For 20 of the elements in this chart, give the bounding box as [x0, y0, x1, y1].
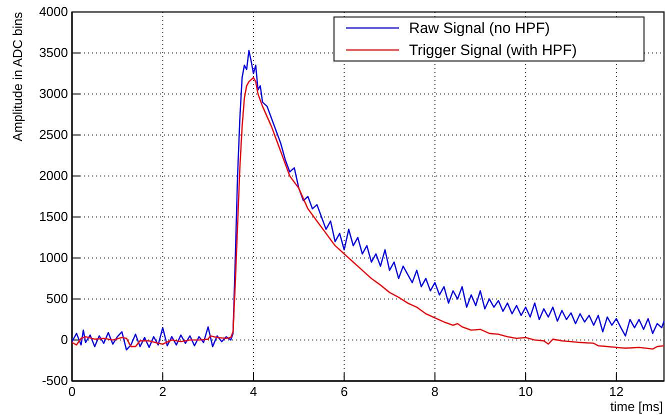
x-axis-title: time [ms] — [610, 399, 663, 414]
x-tick-label: 2 — [159, 384, 166, 400]
y-tick-label: 0 — [60, 332, 68, 348]
y-tick-label: 3500 — [39, 45, 68, 60]
y-tick-label: -500 — [42, 373, 68, 388]
y-tick-label: 1000 — [39, 250, 68, 266]
x-tick-label: 10 — [518, 384, 533, 400]
y-tick-label: 4000 — [39, 4, 68, 20]
y-tick-label: 3000 — [39, 86, 68, 102]
y-tick-label: 1500 — [39, 209, 68, 224]
x-tick-label: 6 — [340, 384, 348, 400]
x-tick-label: 12 — [609, 384, 624, 400]
x-tick-label: 4 — [250, 384, 258, 400]
legend-label: Raw Signal (no HPF) — [409, 20, 550, 37]
y-axis-title: Amplitude in ADC bins — [10, 12, 25, 142]
legend-label: Trigger Signal (with HPF) — [409, 42, 577, 59]
y-tick-label: 500 — [46, 291, 68, 306]
y-tick-label: 2000 — [39, 168, 68, 184]
x-tick-label: 8 — [431, 384, 439, 400]
y-tick-label: 2500 — [39, 127, 68, 142]
